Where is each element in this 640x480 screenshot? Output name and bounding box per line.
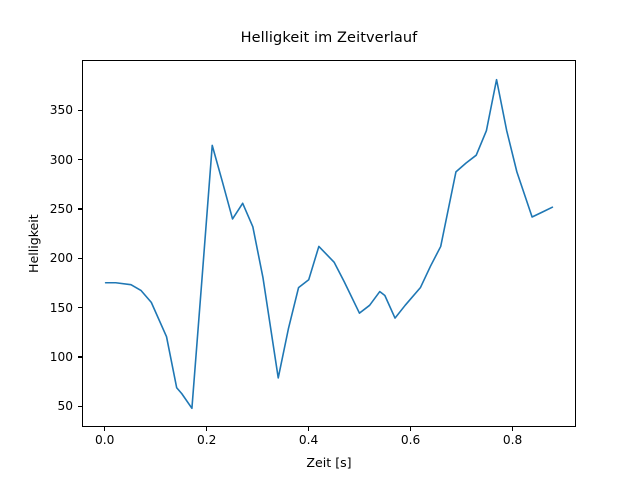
x-axis-label: Zeit [s]	[306, 455, 352, 470]
x-tick-label: 0.0	[94, 433, 115, 447]
x-tick-mark	[104, 427, 106, 431]
x-tick-label: 0.6	[400, 433, 421, 447]
chart-title: Helligkeit im Zeitverlauf	[240, 30, 418, 46]
data-series-line	[106, 80, 553, 409]
y-tick-mark	[78, 405, 82, 407]
y-tick-label: 150	[49, 300, 73, 315]
y-tick-label: 50	[57, 399, 73, 414]
y-tick-label: 250	[49, 201, 73, 216]
y-tick-label: 350	[49, 103, 73, 118]
x-tick-mark	[410, 427, 412, 431]
plot-area	[82, 60, 576, 427]
y-tick-label: 200	[49, 251, 73, 266]
plot-svg	[83, 61, 575, 426]
x-tick-label: 0.8	[502, 433, 523, 447]
y-tick-mark	[78, 208, 82, 210]
y-tick-mark	[78, 159, 82, 161]
x-tick-mark	[512, 427, 514, 431]
x-tick-label: 0.4	[298, 433, 319, 447]
x-tick-mark	[308, 427, 310, 431]
y-tick-mark	[78, 109, 82, 111]
y-tick-mark	[78, 257, 82, 259]
y-tick-label: 100	[49, 349, 73, 364]
y-tick-label: 300	[49, 152, 73, 167]
x-tick-mark	[206, 427, 208, 431]
x-tick-label: 0.2	[196, 433, 217, 447]
y-tick-mark	[78, 307, 82, 309]
y-tick-mark	[78, 356, 82, 358]
